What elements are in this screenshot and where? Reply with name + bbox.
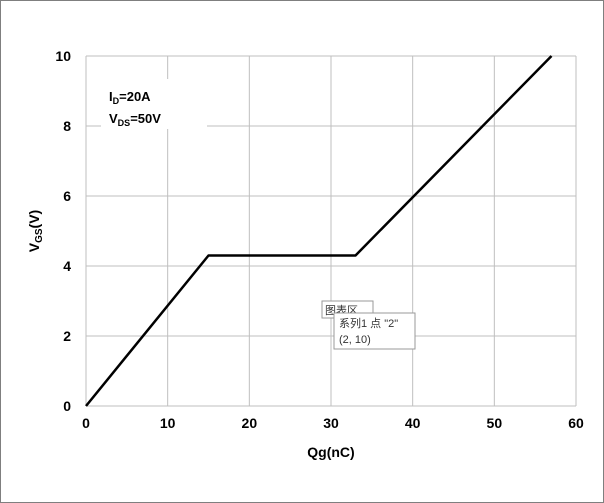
tooltip-series-point: 系列1 点 "2" [339, 316, 398, 330]
series-layer [85, 55, 553, 407]
y-tick-label: 4 [63, 258, 71, 274]
chart-tooltip: 图表区 系列1 点 "2" (2, 10) [321, 300, 416, 350]
y-tick-label: 6 [63, 188, 71, 204]
y-tick-label: 8 [63, 118, 71, 134]
annotation-vds: VDS=50V [109, 111, 161, 128]
y-tick-label: 10 [55, 48, 71, 64]
tooltip-point-box [333, 312, 416, 350]
annotation-box [101, 79, 207, 129]
x-axis-title: Qg(nC) [307, 444, 354, 460]
series-line[interactable] [85, 55, 553, 407]
annotation-id: ID=20A [109, 89, 151, 106]
gridlines [85, 55, 577, 407]
y-axis-title: VGS(V) [26, 210, 45, 252]
x-tick-label: 50 [487, 415, 503, 431]
x-tick-label: 0 [82, 415, 90, 431]
tick-labels: 0 10 20 30 40 50 60 0 2 4 6 8 10 [55, 48, 584, 431]
y-tick-label: 2 [63, 328, 71, 344]
x-tick-label: 60 [568, 415, 584, 431]
tooltip-coords: (2, 10) [339, 334, 371, 346]
x-tick-label: 10 [160, 415, 176, 431]
x-tick-label: 30 [323, 415, 339, 431]
x-tick-label: 20 [242, 415, 258, 431]
y-tick-label: 0 [63, 398, 71, 414]
x-tick-label: 40 [405, 415, 421, 431]
